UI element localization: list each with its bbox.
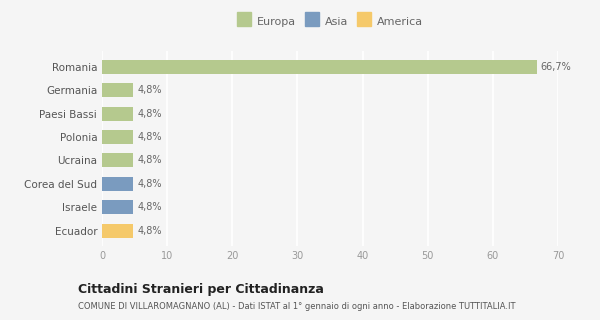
Text: 4,8%: 4,8% <box>137 156 161 165</box>
Text: 4,8%: 4,8% <box>137 226 161 236</box>
Bar <box>102 60 536 74</box>
Bar <box>102 200 133 214</box>
Text: Cittadini Stranieri per Cittadinanza: Cittadini Stranieri per Cittadinanza <box>78 283 324 296</box>
Text: 4,8%: 4,8% <box>137 132 161 142</box>
Bar <box>102 177 133 191</box>
Bar <box>102 84 133 97</box>
Text: 4,8%: 4,8% <box>137 85 161 95</box>
Text: 4,8%: 4,8% <box>137 109 161 119</box>
Text: 4,8%: 4,8% <box>137 179 161 189</box>
Bar <box>102 154 133 167</box>
Text: 66,7%: 66,7% <box>541 62 571 72</box>
Bar <box>102 223 133 237</box>
Bar <box>102 107 133 121</box>
Legend: Europa, Asia, America: Europa, Asia, America <box>235 14 425 29</box>
Bar <box>102 130 133 144</box>
Text: COMUNE DI VILLAROMAGNANO (AL) - Dati ISTAT al 1° gennaio di ogni anno - Elaboraz: COMUNE DI VILLAROMAGNANO (AL) - Dati IST… <box>78 302 515 311</box>
Text: 4,8%: 4,8% <box>137 202 161 212</box>
